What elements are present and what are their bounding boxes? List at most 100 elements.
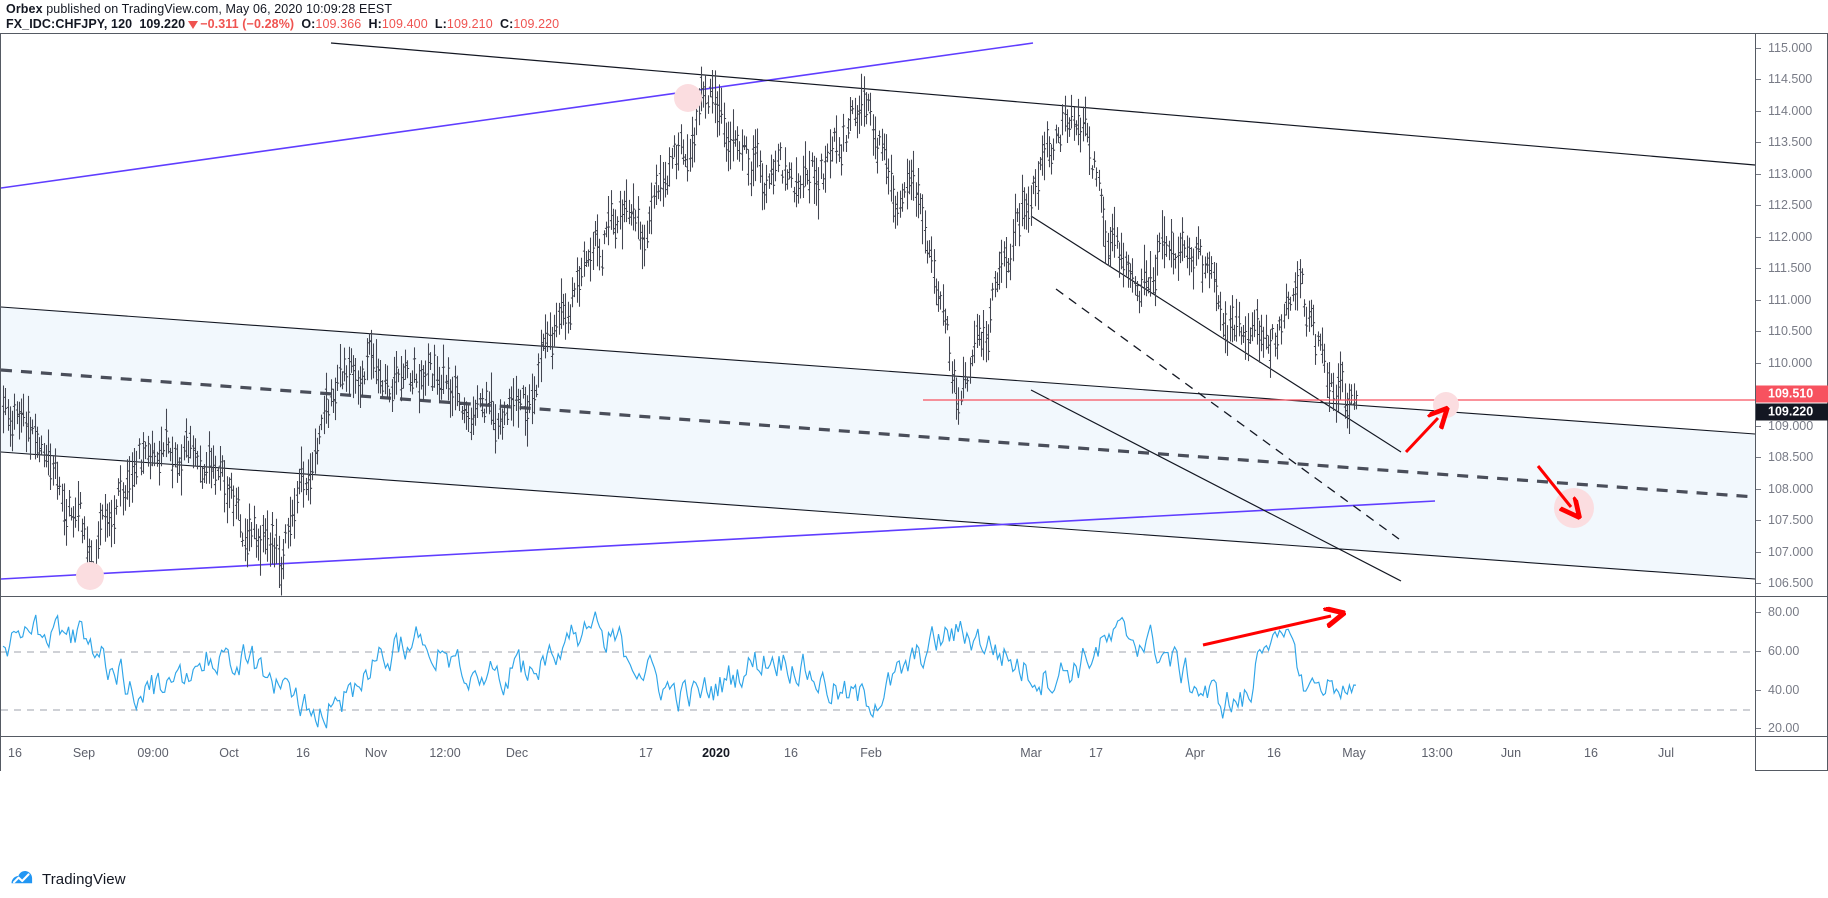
- price-axis-label: 107.500: [1768, 513, 1814, 528]
- time-axis-label: 16: [784, 746, 798, 760]
- time-axis-label: 16: [1584, 746, 1598, 760]
- pink-highlight-bottom-left-marker: [76, 562, 104, 590]
- rsi-indicator-pane[interactable]: [0, 596, 1755, 736]
- high-value: 109.400: [381, 17, 428, 31]
- author-name: Orbex: [6, 2, 43, 16]
- change-absolute: −0.311: [200, 17, 239, 31]
- price-axis-label: 109.000: [1768, 418, 1814, 433]
- rsi-axis-tick: [1756, 651, 1761, 653]
- ohlc-bars-path: [1, 66, 1359, 596]
- price-axis-tick: [1756, 583, 1761, 585]
- price-axis-label: 114.500: [1768, 72, 1813, 87]
- price-axis-label: 113.500: [1768, 135, 1813, 150]
- rsi-axis-label: 20.00: [1768, 721, 1800, 736]
- time-axis-label: Nov: [364, 746, 388, 760]
- time-axis-label: 13:00: [1421, 746, 1453, 760]
- price-down-triangle-icon: [188, 21, 199, 29]
- publish-line: Orbex published on TradingView.com, May …: [6, 2, 1828, 17]
- change-percent: (−0.28%): [242, 17, 295, 31]
- current-price-label[interactable]: 109.220: [1756, 403, 1828, 421]
- high-label: H:: [368, 17, 382, 31]
- rsi-line: [2, 611, 1357, 729]
- time-axis-label: Dec: [505, 746, 529, 760]
- price-axis-label: 111.500: [1768, 261, 1812, 276]
- price-axis-tick: [1756, 457, 1761, 459]
- price-axis-tick: [1756, 520, 1761, 522]
- pink-highlight-resistance-marker: [1433, 392, 1459, 418]
- price-axis-label: 112.500: [1768, 198, 1813, 213]
- time-axis-label: May: [1342, 746, 1366, 760]
- rsi-axis-label: 80.00: [1768, 605, 1800, 620]
- price-axis-label: 110.500: [1768, 324, 1813, 339]
- channel-midline-dashed: [1, 368, 1755, 499]
- time-axis-label: 09:00: [137, 746, 169, 760]
- price-axis-tick: [1756, 488, 1761, 490]
- time-axis-label: Mar: [1020, 746, 1042, 760]
- wedge-dashed-center: [1055, 288, 1400, 540]
- time-axis-label: 17: [1089, 746, 1103, 760]
- rsi-axis-label: 40.00: [1768, 682, 1800, 697]
- close-value: 109.220: [513, 17, 560, 31]
- interval-label[interactable]: 120: [111, 17, 133, 31]
- price-axis-tick: [1756, 331, 1761, 333]
- black-major-descending-trendline: [330, 42, 1755, 166]
- time-axis-label: Jun: [1500, 746, 1522, 760]
- price-chart-pane[interactable]: [0, 33, 1755, 596]
- price-axis-tick: [1756, 362, 1761, 364]
- rsi-axis-tick: [1756, 728, 1761, 730]
- violet-upper-trendline: [1, 42, 1034, 189]
- chart-legend: Orbex published on TradingView.com, May …: [0, 0, 1828, 32]
- price-axis-tick: [1756, 47, 1761, 49]
- price-axis-tick: [1756, 551, 1761, 553]
- price-axis-label: 108.000: [1768, 481, 1814, 496]
- symbol-quote-line: FX_IDC:CHFJPY, 120 109.220 −0.311 (−0.28%…: [6, 17, 560, 31]
- channel-lower-border: [1, 451, 1755, 580]
- time-axis-label: 16: [296, 746, 310, 760]
- time-axis-label: 16: [8, 746, 22, 760]
- price-axis-label: 115.000: [1768, 40, 1813, 55]
- channel-upper-border: [1, 306, 1755, 435]
- rsi-chart-svg: [1, 597, 1755, 729]
- bullish-bounce-arrow: [1404, 418, 1438, 454]
- price-axis-tick: [1756, 79, 1761, 81]
- axis-corner-box: [1755, 736, 1828, 771]
- time-axis-label: Oct: [219, 746, 239, 760]
- wedge-lower-line: [1030, 389, 1402, 582]
- close-label: C:: [499, 17, 514, 31]
- price-axis-label: 112.000: [1768, 229, 1813, 244]
- footer-branding: TradingView: [0, 860, 1828, 898]
- symbol-label[interactable]: FX_IDC:CHFJPY: [6, 17, 104, 31]
- price-chart-svg: [1, 42, 1755, 596]
- price-axis-label: 108.500: [1768, 450, 1814, 465]
- price-axis-tick: [1756, 205, 1761, 207]
- price-axis-label: 111.000: [1768, 292, 1812, 307]
- low-label: L:: [434, 17, 447, 31]
- time-axis-label: 12:00: [429, 746, 461, 760]
- open-value: 109.366: [315, 17, 362, 31]
- price-axis-tick: [1756, 142, 1761, 144]
- price-axis-label: 106.500: [1768, 576, 1814, 591]
- time-axis-label: Apr: [1185, 746, 1205, 760]
- tradingview-logo-icon: [10, 870, 35, 888]
- price-axis-tick: [1756, 236, 1761, 238]
- price-axis-label: 113.000: [1768, 166, 1813, 181]
- ohlc-bars-group: [1, 66, 1359, 596]
- rsi-axis-label: 60.00: [1768, 644, 1800, 659]
- time-axis-label: Jul: [1658, 746, 1674, 760]
- price-axis-tick: [1756, 110, 1761, 112]
- time-axis-label: Feb: [860, 746, 882, 760]
- rsi-axis-tick: [1756, 689, 1761, 691]
- price-axis-label: 114.000: [1768, 103, 1813, 118]
- time-axis[interactable]: 16 Sep 09:00 Oct 16 Nov 12:00 Dec 17 2020 16 Feb Mar…: [0, 736, 1755, 771]
- time-axis-label: Sep: [72, 746, 96, 760]
- rsi-axis-tick: [1756, 612, 1761, 614]
- tradingview-brand-label: TradingView: [42, 870, 126, 888]
- wedge-upper-line: [1030, 215, 1402, 453]
- rsi-axis[interactable]: 80.00 60.00 40.00 20.00: [1755, 596, 1828, 736]
- price-axis-label: 107.000: [1768, 544, 1814, 559]
- violet-lower-trendline: [1, 500, 1436, 580]
- price-axis[interactable]: 115.000 114.500 114.000 113.500 113.000 112.5…: [1755, 33, 1828, 596]
- resistance-price-label[interactable]: 109.510: [1756, 385, 1828, 403]
- last-price: 109.220: [139, 17, 186, 31]
